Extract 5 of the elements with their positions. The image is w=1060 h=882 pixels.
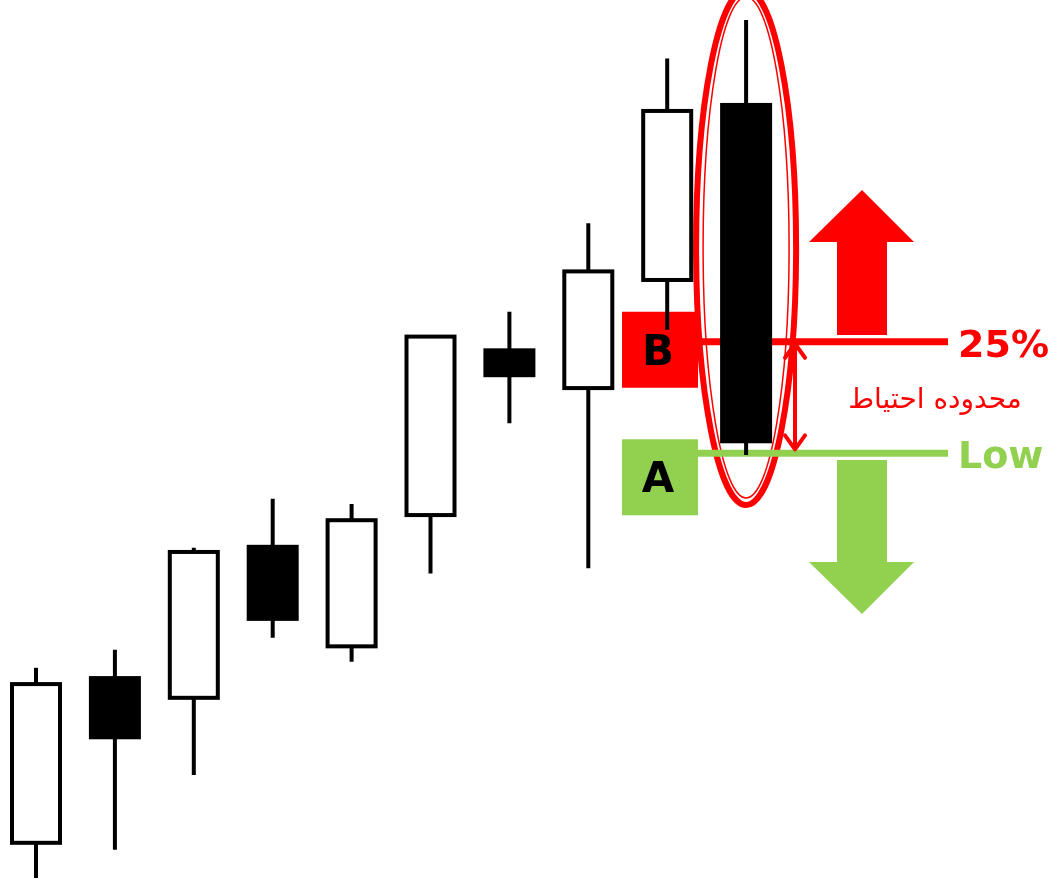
text: 25% xyxy=(958,321,1049,366)
ref-line-label: Low xyxy=(958,433,1044,478)
text: محدوده احتیاط xyxy=(848,381,1022,415)
annotation: B xyxy=(641,325,675,375)
annotation: A xyxy=(641,453,675,503)
